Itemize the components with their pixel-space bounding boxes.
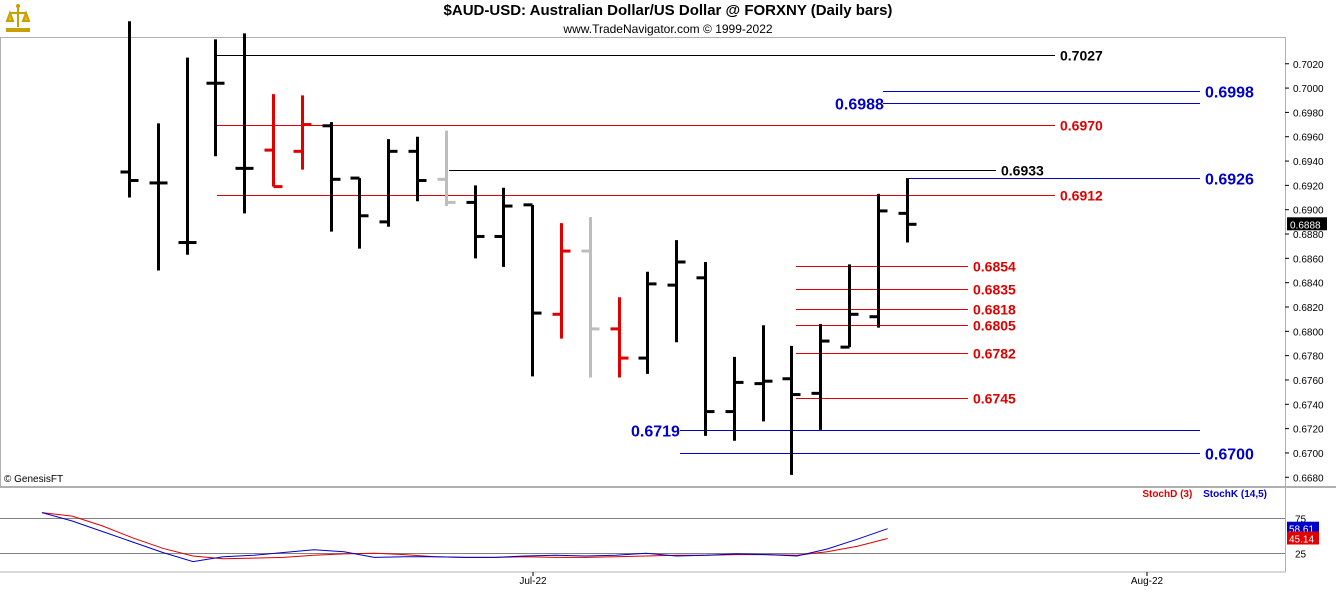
y-tick-label: 0.6820 [1293, 303, 1324, 314]
ohlc-bar [782, 345, 801, 475]
ohlc-bar [754, 325, 773, 422]
ohlc-bar [840, 264, 859, 349]
ohlc-bar [523, 203, 542, 377]
level-label-0.6970: 0.6970 [1060, 118, 1103, 134]
chart-title: $AUD-USD: Australian Dollar/US Dollar @ … [443, 2, 893, 19]
y-tick-label: 0.6680 [1293, 473, 1324, 484]
y-tick-label: 0.7000 [1293, 84, 1324, 95]
y-tick-label: 0.6980 [1293, 108, 1324, 119]
y-tick-label: 0.6800 [1293, 327, 1324, 338]
y-tick-label: 0.7020 [1293, 60, 1324, 71]
chart-subtitle: www.TradeNavigator.com © 1999-2022 [563, 22, 773, 36]
stoch-tick-label: 75 [1295, 515, 1307, 526]
ohlc-bar [696, 262, 715, 436]
ohlc-bar [725, 356, 744, 441]
level-label-0.6835: 0.6835 [973, 282, 1016, 298]
stochd-legend-label: StochD (3) [1142, 489, 1193, 500]
ohlc-bar [869, 193, 888, 328]
stoch-tick-label: 25 [1295, 550, 1307, 561]
ohlc-bar [408, 136, 427, 202]
level-label-0.7027: 0.7027 [1060, 48, 1103, 64]
level-label-0.6854: 0.6854 [973, 259, 1016, 275]
y-tick-label: 0.6860 [1293, 254, 1324, 265]
y-tick-label: 0.6740 [1293, 400, 1324, 411]
last-price-box [1287, 217, 1327, 231]
level-label-0.6719: 0.6719 [631, 424, 680, 441]
ohlc-bar [350, 176, 369, 249]
price-panel-frame [0, 37, 1286, 488]
y-tick-label: 0.6960 [1293, 133, 1324, 144]
ohlc-bar [206, 39, 225, 157]
stochd-last-box [1287, 531, 1319, 545]
y-tick-label: 0.6760 [1293, 376, 1324, 387]
y-tick-label: 0.6940 [1293, 157, 1324, 168]
stochd-last-label: 45.14 [1289, 535, 1314, 546]
y-tick-label: 0.6920 [1293, 181, 1324, 192]
stochk-last-box [1287, 521, 1319, 535]
stochk-legend-label: StochK (14,5) [1203, 489, 1267, 500]
ohlc-bar [264, 94, 283, 189]
ohlc-bar [638, 271, 657, 374]
stochk-line [41, 512, 888, 563]
y-tick-label: 0.6840 [1293, 279, 1324, 290]
y-tick-label: 0.6780 [1293, 352, 1324, 363]
level-label-0.6700: 0.6700 [1205, 447, 1254, 464]
level-label-0.6933: 0.6933 [1001, 163, 1044, 179]
level-label-0.6926: 0.6926 [1205, 172, 1254, 189]
level-label-0.6805: 0.6805 [973, 318, 1016, 334]
stochastic-legend: StochD (3) StochK (14,5) [1142, 489, 1267, 500]
genesis-credit: © GenesisFT [4, 474, 64, 485]
y-tick-label: 0.6880 [1293, 230, 1324, 241]
last-price-label: 0.6888 [1290, 220, 1321, 231]
level-label-0.6782: 0.6782 [973, 346, 1016, 362]
y-tick-label: 0.6900 [1293, 206, 1324, 217]
ohlc-bar [322, 122, 341, 232]
y-tick-label: 0.6700 [1293, 449, 1324, 460]
ohlc-bar [178, 57, 197, 255]
ohlc-bar [552, 223, 571, 339]
ohlc-bar [235, 33, 254, 214]
ohlc-bar [466, 185, 485, 259]
x-tick-label: Aug-22 [1131, 576, 1164, 587]
ohlc-bar [120, 21, 139, 198]
level-label-0.6745: 0.6745 [973, 391, 1016, 407]
level-label-0.6988: 0.6988 [835, 97, 884, 114]
ohlc-bar [149, 123, 168, 271]
ohlc-bar [494, 187, 513, 267]
ohlc-bar [379, 139, 398, 227]
ohlc-bar [898, 178, 917, 243]
ohlc-bar [581, 217, 600, 378]
y-tick-label: 0.6720 [1293, 425, 1324, 436]
stochk-last-label: 58.61 [1289, 525, 1314, 536]
trade-navigator-logo-icon [5, 4, 31, 32]
level-label-0.6998: 0.6998 [1205, 85, 1254, 102]
ohlc-bar [610, 297, 629, 378]
level-label-0.6912: 0.6912 [1060, 188, 1103, 204]
x-tick-label: Jul-22 [519, 576, 547, 587]
ohlc-bar [811, 324, 830, 430]
stochd-line [41, 512, 888, 560]
ohlc-bar [437, 130, 456, 207]
ohlc-bar [293, 95, 312, 170]
level-label-0.6818: 0.6818 [973, 302, 1016, 318]
ohlc-bar [667, 240, 686, 343]
